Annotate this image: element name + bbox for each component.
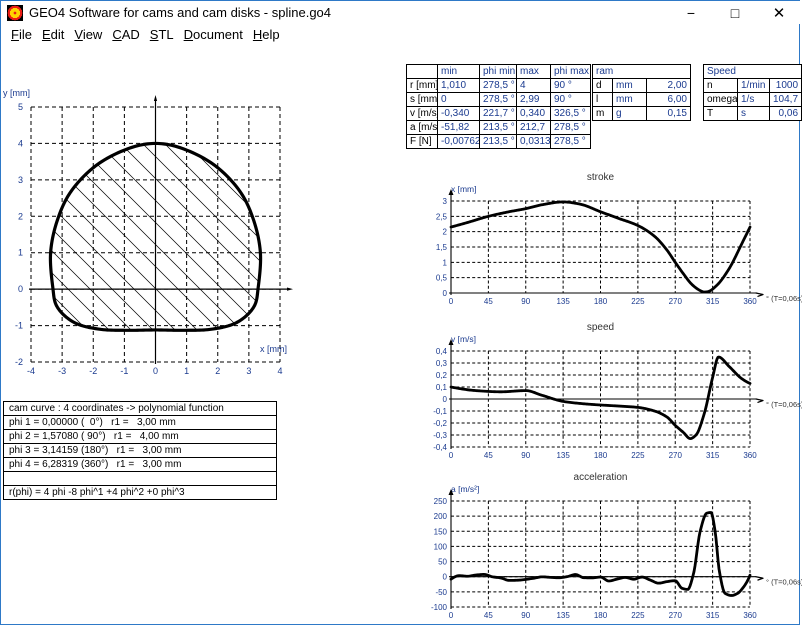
svg-text:0: 0 bbox=[443, 395, 448, 404]
svg-text:250: 250 bbox=[434, 497, 448, 506]
svg-text:° (T=0,06s): ° (T=0,06s) bbox=[766, 400, 802, 409]
svg-text:50: 50 bbox=[438, 558, 447, 567]
svg-text:-0,4: -0,4 bbox=[433, 443, 447, 452]
svg-text:180: 180 bbox=[594, 451, 608, 460]
svg-text:acceleration: acceleration bbox=[574, 472, 628, 483]
svg-text:0,1: 0,1 bbox=[436, 383, 448, 392]
svg-text:90: 90 bbox=[521, 611, 530, 620]
svg-text:2: 2 bbox=[215, 366, 220, 376]
svg-text:stroke: stroke bbox=[587, 172, 615, 183]
svg-text:1: 1 bbox=[443, 258, 448, 267]
svg-text:v [m/s]: v [m/s] bbox=[451, 334, 476, 344]
svg-text:45: 45 bbox=[484, 297, 493, 306]
svg-text:135: 135 bbox=[556, 297, 570, 306]
svg-text:0: 0 bbox=[153, 366, 158, 376]
svg-text:° (T=0,06s): ° (T=0,06s) bbox=[766, 294, 802, 303]
svg-text:225: 225 bbox=[631, 611, 645, 620]
svg-text:225: 225 bbox=[631, 451, 645, 460]
svg-text:200: 200 bbox=[434, 512, 448, 521]
svg-text:0: 0 bbox=[449, 611, 454, 620]
svg-text:x [mm]: x [mm] bbox=[260, 344, 287, 354]
svg-text:45: 45 bbox=[484, 451, 493, 460]
svg-text:0,3: 0,3 bbox=[436, 359, 448, 368]
svg-text:0: 0 bbox=[449, 451, 454, 460]
svg-text:1: 1 bbox=[18, 248, 23, 258]
svg-text:3: 3 bbox=[443, 197, 448, 206]
svg-text:-0,3: -0,3 bbox=[433, 431, 447, 440]
svg-text:-50: -50 bbox=[435, 588, 447, 597]
svg-text:2: 2 bbox=[18, 211, 23, 221]
svg-text:0,2: 0,2 bbox=[436, 371, 448, 380]
svg-text:0: 0 bbox=[443, 573, 448, 582]
svg-text:0: 0 bbox=[443, 289, 448, 298]
svg-text:3: 3 bbox=[246, 366, 251, 376]
svg-text:4: 4 bbox=[18, 138, 23, 148]
svg-text:° (T=0,06s): ° (T=0,06s) bbox=[766, 578, 802, 587]
svg-text:90: 90 bbox=[521, 297, 530, 306]
svg-text:0: 0 bbox=[449, 297, 454, 306]
svg-text:a [m/s²]: a [m/s²] bbox=[451, 484, 479, 494]
svg-text:5: 5 bbox=[18, 102, 23, 112]
svg-text:180: 180 bbox=[594, 297, 608, 306]
svg-text:speed: speed bbox=[587, 322, 614, 333]
svg-text:180: 180 bbox=[594, 611, 608, 620]
svg-text:-1: -1 bbox=[15, 321, 23, 331]
svg-text:4: 4 bbox=[277, 366, 282, 376]
svg-text:315: 315 bbox=[706, 451, 720, 460]
svg-text:360: 360 bbox=[743, 297, 757, 306]
svg-text:360: 360 bbox=[743, 611, 757, 620]
svg-text:3: 3 bbox=[18, 175, 23, 185]
svg-text:45: 45 bbox=[484, 611, 493, 620]
svg-text:135: 135 bbox=[556, 451, 570, 460]
svg-text:y [mm]: y [mm] bbox=[3, 88, 30, 98]
svg-text:100: 100 bbox=[434, 542, 448, 551]
svg-text:135: 135 bbox=[556, 611, 570, 620]
svg-text:90: 90 bbox=[521, 451, 530, 460]
svg-text:1: 1 bbox=[184, 366, 189, 376]
svg-text:2,5: 2,5 bbox=[436, 212, 448, 221]
svg-text:-3: -3 bbox=[58, 366, 66, 376]
svg-text:-0,1: -0,1 bbox=[433, 407, 447, 416]
svg-text:1,5: 1,5 bbox=[436, 243, 448, 252]
svg-text:-1: -1 bbox=[120, 366, 128, 376]
svg-text:-2: -2 bbox=[89, 366, 97, 376]
svg-text:2: 2 bbox=[443, 228, 448, 237]
svg-text:360: 360 bbox=[743, 451, 757, 460]
svg-text:315: 315 bbox=[706, 297, 720, 306]
svg-text:0: 0 bbox=[18, 284, 23, 294]
svg-text:-2: -2 bbox=[15, 357, 23, 367]
svg-text:270: 270 bbox=[669, 611, 683, 620]
svg-text:225: 225 bbox=[631, 297, 645, 306]
svg-text:270: 270 bbox=[669, 297, 683, 306]
svg-text:0,5: 0,5 bbox=[436, 274, 448, 283]
svg-text:150: 150 bbox=[434, 527, 448, 536]
svg-text:-100: -100 bbox=[431, 603, 448, 612]
svg-text:x [mm]: x [mm] bbox=[451, 184, 477, 194]
svg-text:-0,2: -0,2 bbox=[433, 419, 447, 428]
svg-text:270: 270 bbox=[669, 451, 683, 460]
svg-text:-4: -4 bbox=[27, 366, 35, 376]
svg-text:315: 315 bbox=[706, 611, 720, 620]
svg-text:0,4: 0,4 bbox=[436, 347, 448, 356]
